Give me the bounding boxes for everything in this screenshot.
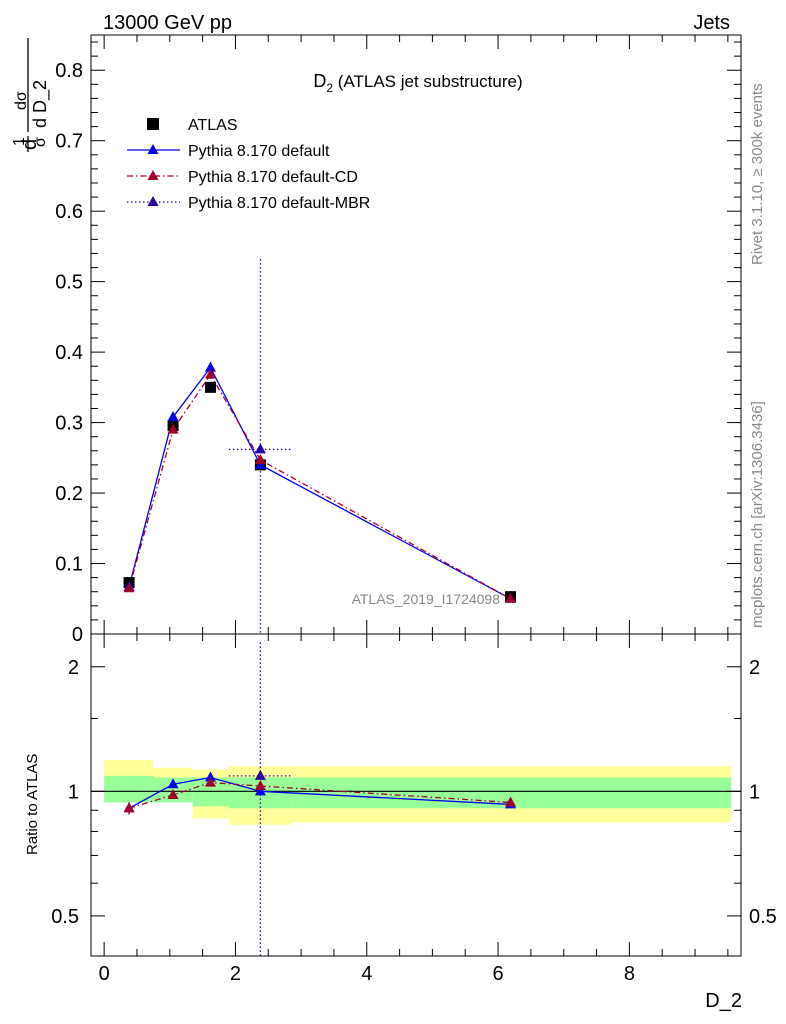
main-y-tick-label: 0.4 [55,342,83,364]
legend-entry-label: Pythia 8.170 default-CD [188,169,358,186]
main-series-line [128,373,511,600]
ratio-marker [167,778,179,789]
svg-text:dσ: dσ [13,91,30,110]
ratio-marker [204,771,216,782]
ratio-y-tick-label-left: 0.5 [51,906,79,928]
mc-marker [167,423,179,434]
plot-title: D2 (ATLAS jet substructure) [313,71,522,95]
ratio-marker [123,802,135,813]
ratio-y-tick-label-left: 1 [68,781,79,803]
main-y-tick-label: 0.1 [55,554,83,576]
legend-triangle-marker [147,170,159,180]
rivet-version-label: Rivet 3.1.10, ≥ 300k events [749,83,766,265]
ratio-plot-frame [90,633,742,957]
ratio-marker [254,780,266,791]
plot-title-main: D [313,71,326,91]
main-plot-panel: 0 0.1 0.2 0.3 0.4 0.5 0.6 0.7 0.8 ATLAS_2019_I17… [11,34,742,646]
ratio-y-tick-label-right: 2 [749,657,760,679]
main-y-tick-label: 0.3 [55,413,83,435]
main-y-tick-label: 0.5 [55,272,83,294]
analysis-watermark: ATLAS_2019_I1724098 [352,591,501,607]
ratio-y-tick-label-right: 1 [749,781,760,803]
x-tick-label: 2 [230,963,241,985]
mc-marker [204,361,216,372]
legend-triangle-marker [147,144,159,154]
mc-marker [204,368,216,379]
ratio-y-tick-label-left: 2 [68,657,79,679]
main-y-tick-label: 0.7 [55,131,83,153]
ratio-marker [204,776,216,787]
legend-entry-label: ATLAS [188,117,238,134]
legend-triangle-marker [147,196,159,206]
x-tick-label: 8 [624,963,635,985]
atlas-data-point [204,381,216,393]
plot-title-subscript: 2 [326,81,333,95]
x-axis-label: D_2 [705,990,742,1012]
main-y-tick-label: 0.2 [55,483,83,505]
main-y-tick-label: 0.6 [55,201,83,223]
x-tick-label: 6 [493,963,504,985]
legend-atlas-marker [147,118,159,130]
mcplots-reference-label: mcplots.cern.ch [arXiv:1306.3436] [749,401,766,628]
svg-text:σ: σ [32,137,49,147]
mc-marker [167,410,179,421]
mc-marker [505,592,517,603]
ratio-inner-band [104,775,154,803]
main-series-line [128,366,511,600]
mc-marker [123,582,135,593]
plot-title-rest: (ATLAS jet substructure) [333,72,523,91]
svg-text:1: 1 [11,137,28,146]
legend-entry-label: Pythia 8.170 default [188,143,330,160]
ratio-marker [254,769,266,780]
header-energy-label: 13000 GeV pp [103,12,232,34]
main-y-tick-label: 0 [72,624,83,646]
x-tick-label: 4 [361,963,372,985]
ratio-plot-panel: 0.5 0.5 1 1 2 2 0 2 4 6 8 Ratio to ATLAS D_2 [24,35,777,1012]
ratio-marker [505,796,517,807]
svg-text:d: d [19,139,41,150]
legend-entry-label: Pythia 8.170 default-MBR [188,195,370,212]
legend: ATLAS Pythia 8.170 default Pythia 8.170 de… [127,117,370,212]
x-tick-label: 0 [99,963,110,985]
main-y-tick-label: 0.8 [55,60,83,82]
header-process-label: Jets [693,12,730,34]
ratio-y-tick-label-right: 0.5 [749,906,777,928]
svg-text:d D_2: d D_2 [30,80,51,128]
ratio-y-axis-label: Ratio to ATLAS [24,754,41,855]
mc-marker [254,443,266,454]
ratio-marker [254,785,266,796]
ratio-marker [167,788,179,799]
main-y-axis-label: d 1 σ dσ d D_2 [11,38,51,152]
mc-marker [254,453,266,464]
